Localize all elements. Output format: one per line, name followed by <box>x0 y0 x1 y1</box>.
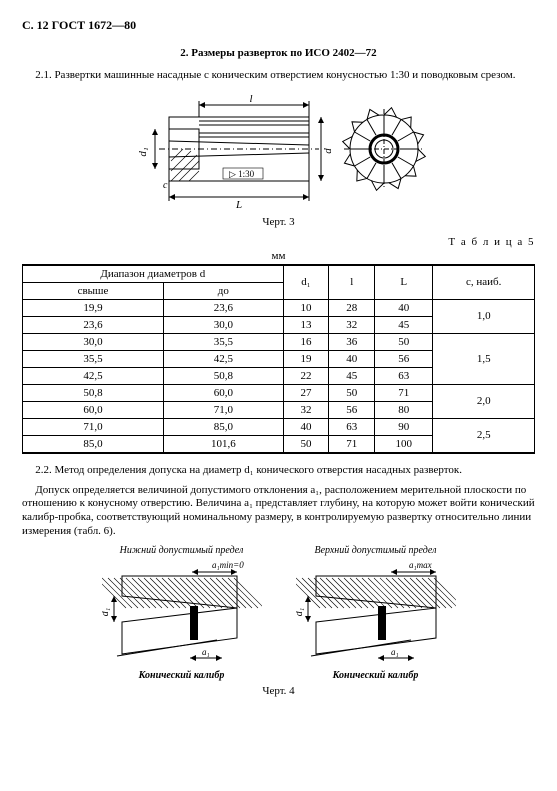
fig4-left-title: Нижний допустимый предел <box>97 545 267 556</box>
cell-to: 23,6 <box>164 299 284 316</box>
cell-l: 56 <box>329 401 375 418</box>
cell-to: 50,8 <box>164 367 284 384</box>
th-over: свыше <box>23 282 164 299</box>
th-to: до <box>164 282 284 299</box>
th-l: l <box>329 265 375 300</box>
cell-d1: 22 <box>283 367 329 384</box>
cell-L: 56 <box>375 350 433 367</box>
cell-d1: 13 <box>283 316 329 333</box>
dim-c: c <box>163 180 168 191</box>
dim-d: d <box>322 148 334 154</box>
table-5-unit: мм <box>22 250 535 262</box>
fig4-right-d1: d₁ <box>296 607 305 615</box>
para-2-2b: Допуск определяется величиной допустимог… <box>22 484 535 539</box>
fig4-left-bottom: Конический калибр <box>97 670 267 681</box>
cell-l: 71 <box>329 435 375 453</box>
cell-l: 40 <box>329 350 375 367</box>
cell-to: 30,0 <box>164 316 284 333</box>
cell-over: 85,0 <box>23 435 164 453</box>
fig4-left-a1: a₁ <box>202 647 210 657</box>
cell-over: 19,9 <box>23 299 164 316</box>
cell-d1: 40 <box>283 418 329 435</box>
page-header: С. 12 ГОСТ 1672—80 <box>22 18 535 33</box>
fig4-right-top-label: a₁max <box>409 560 432 570</box>
figure-4-left: Нижний допустимый предел a₁min=0 d₁ a₁ К… <box>97 545 267 681</box>
fig4-right-title: Верхний допустимый предел <box>291 545 461 556</box>
th-c: c, наиб. <box>433 265 535 300</box>
figure-4: Нижний допустимый предел a₁min=0 d₁ a₁ К… <box>22 545 535 681</box>
fig4-left-top-label: a₁min=0 <box>212 560 244 570</box>
cell-to: 101,6 <box>164 435 284 453</box>
cell-c: 1,0 <box>433 299 535 333</box>
cell-L: 71 <box>375 384 433 401</box>
dim-L: L <box>234 199 241 209</box>
cell-c: 1,5 <box>433 333 535 384</box>
table-5: Диапазон диаметров d d₁ l L c, наиб. свы… <box>22 264 535 454</box>
cell-l: 63 <box>329 418 375 435</box>
dim-l: l <box>249 93 252 105</box>
cell-to: 35,5 <box>164 333 284 350</box>
dim-d1: d₁ <box>137 147 149 157</box>
cell-l: 28 <box>329 299 375 316</box>
cell-over: 50,8 <box>23 384 164 401</box>
cell-L: 45 <box>375 316 433 333</box>
cell-L: 90 <box>375 418 433 435</box>
cell-d1: 19 <box>283 350 329 367</box>
cell-over: 23,6 <box>23 316 164 333</box>
para-2-1: 2.1. Развертки машинные насадные с конич… <box>22 69 535 83</box>
cell-over: 71,0 <box>23 418 164 435</box>
section-title: 2. Размеры разверток по ИСО 2402—72 <box>22 47 535 59</box>
cell-L: 50 <box>375 333 433 350</box>
th-range: Диапазон диаметров d <box>23 265 284 283</box>
cell-c: 2,0 <box>433 384 535 418</box>
cell-l: 45 <box>329 367 375 384</box>
cell-d1: 27 <box>283 384 329 401</box>
cell-l: 32 <box>329 316 375 333</box>
cell-d1: 32 <box>283 401 329 418</box>
cell-to: 85,0 <box>164 418 284 435</box>
cell-over: 60,0 <box>23 401 164 418</box>
cell-to: 42,5 <box>164 350 284 367</box>
cell-to: 71,0 <box>164 401 284 418</box>
cell-l: 50 <box>329 384 375 401</box>
cell-d1: 10 <box>283 299 329 316</box>
fig4-right-bottom: Конический калибр <box>291 670 461 681</box>
cell-d1: 50 <box>283 435 329 453</box>
cell-d1: 16 <box>283 333 329 350</box>
cell-L: 80 <box>375 401 433 418</box>
cell-c: 2,5 <box>433 418 535 453</box>
cell-L: 40 <box>375 299 433 316</box>
fig4-right-a1: a₁ <box>391 647 399 657</box>
cell-over: 42,5 <box>23 367 164 384</box>
table-5-label: Т а б л и ц а 5 <box>22 236 535 248</box>
cell-to: 60,0 <box>164 384 284 401</box>
th-d1: d₁ <box>283 265 329 300</box>
cell-l: 36 <box>329 333 375 350</box>
cell-L: 100 <box>375 435 433 453</box>
fig4-left-d1: d₁ <box>102 607 111 615</box>
para-2-2a: 2.2. Метод определения допуска на диамет… <box>22 464 535 478</box>
figure-4-caption: Черт. 4 <box>22 685 535 697</box>
cell-L: 63 <box>375 367 433 384</box>
figure-3: l L d₁ c ▷ 1:30 d <box>22 89 535 212</box>
cell-over: 35,5 <box>23 350 164 367</box>
figure-3-caption: Черт. 3 <box>22 216 535 228</box>
figure-4-right: Верхний допустимый предел a₁max d₁ a₁ Ко… <box>291 545 461 681</box>
taper-label: ▷ 1:30 <box>229 169 255 179</box>
cell-over: 30,0 <box>23 333 164 350</box>
th-L: L <box>375 265 433 300</box>
